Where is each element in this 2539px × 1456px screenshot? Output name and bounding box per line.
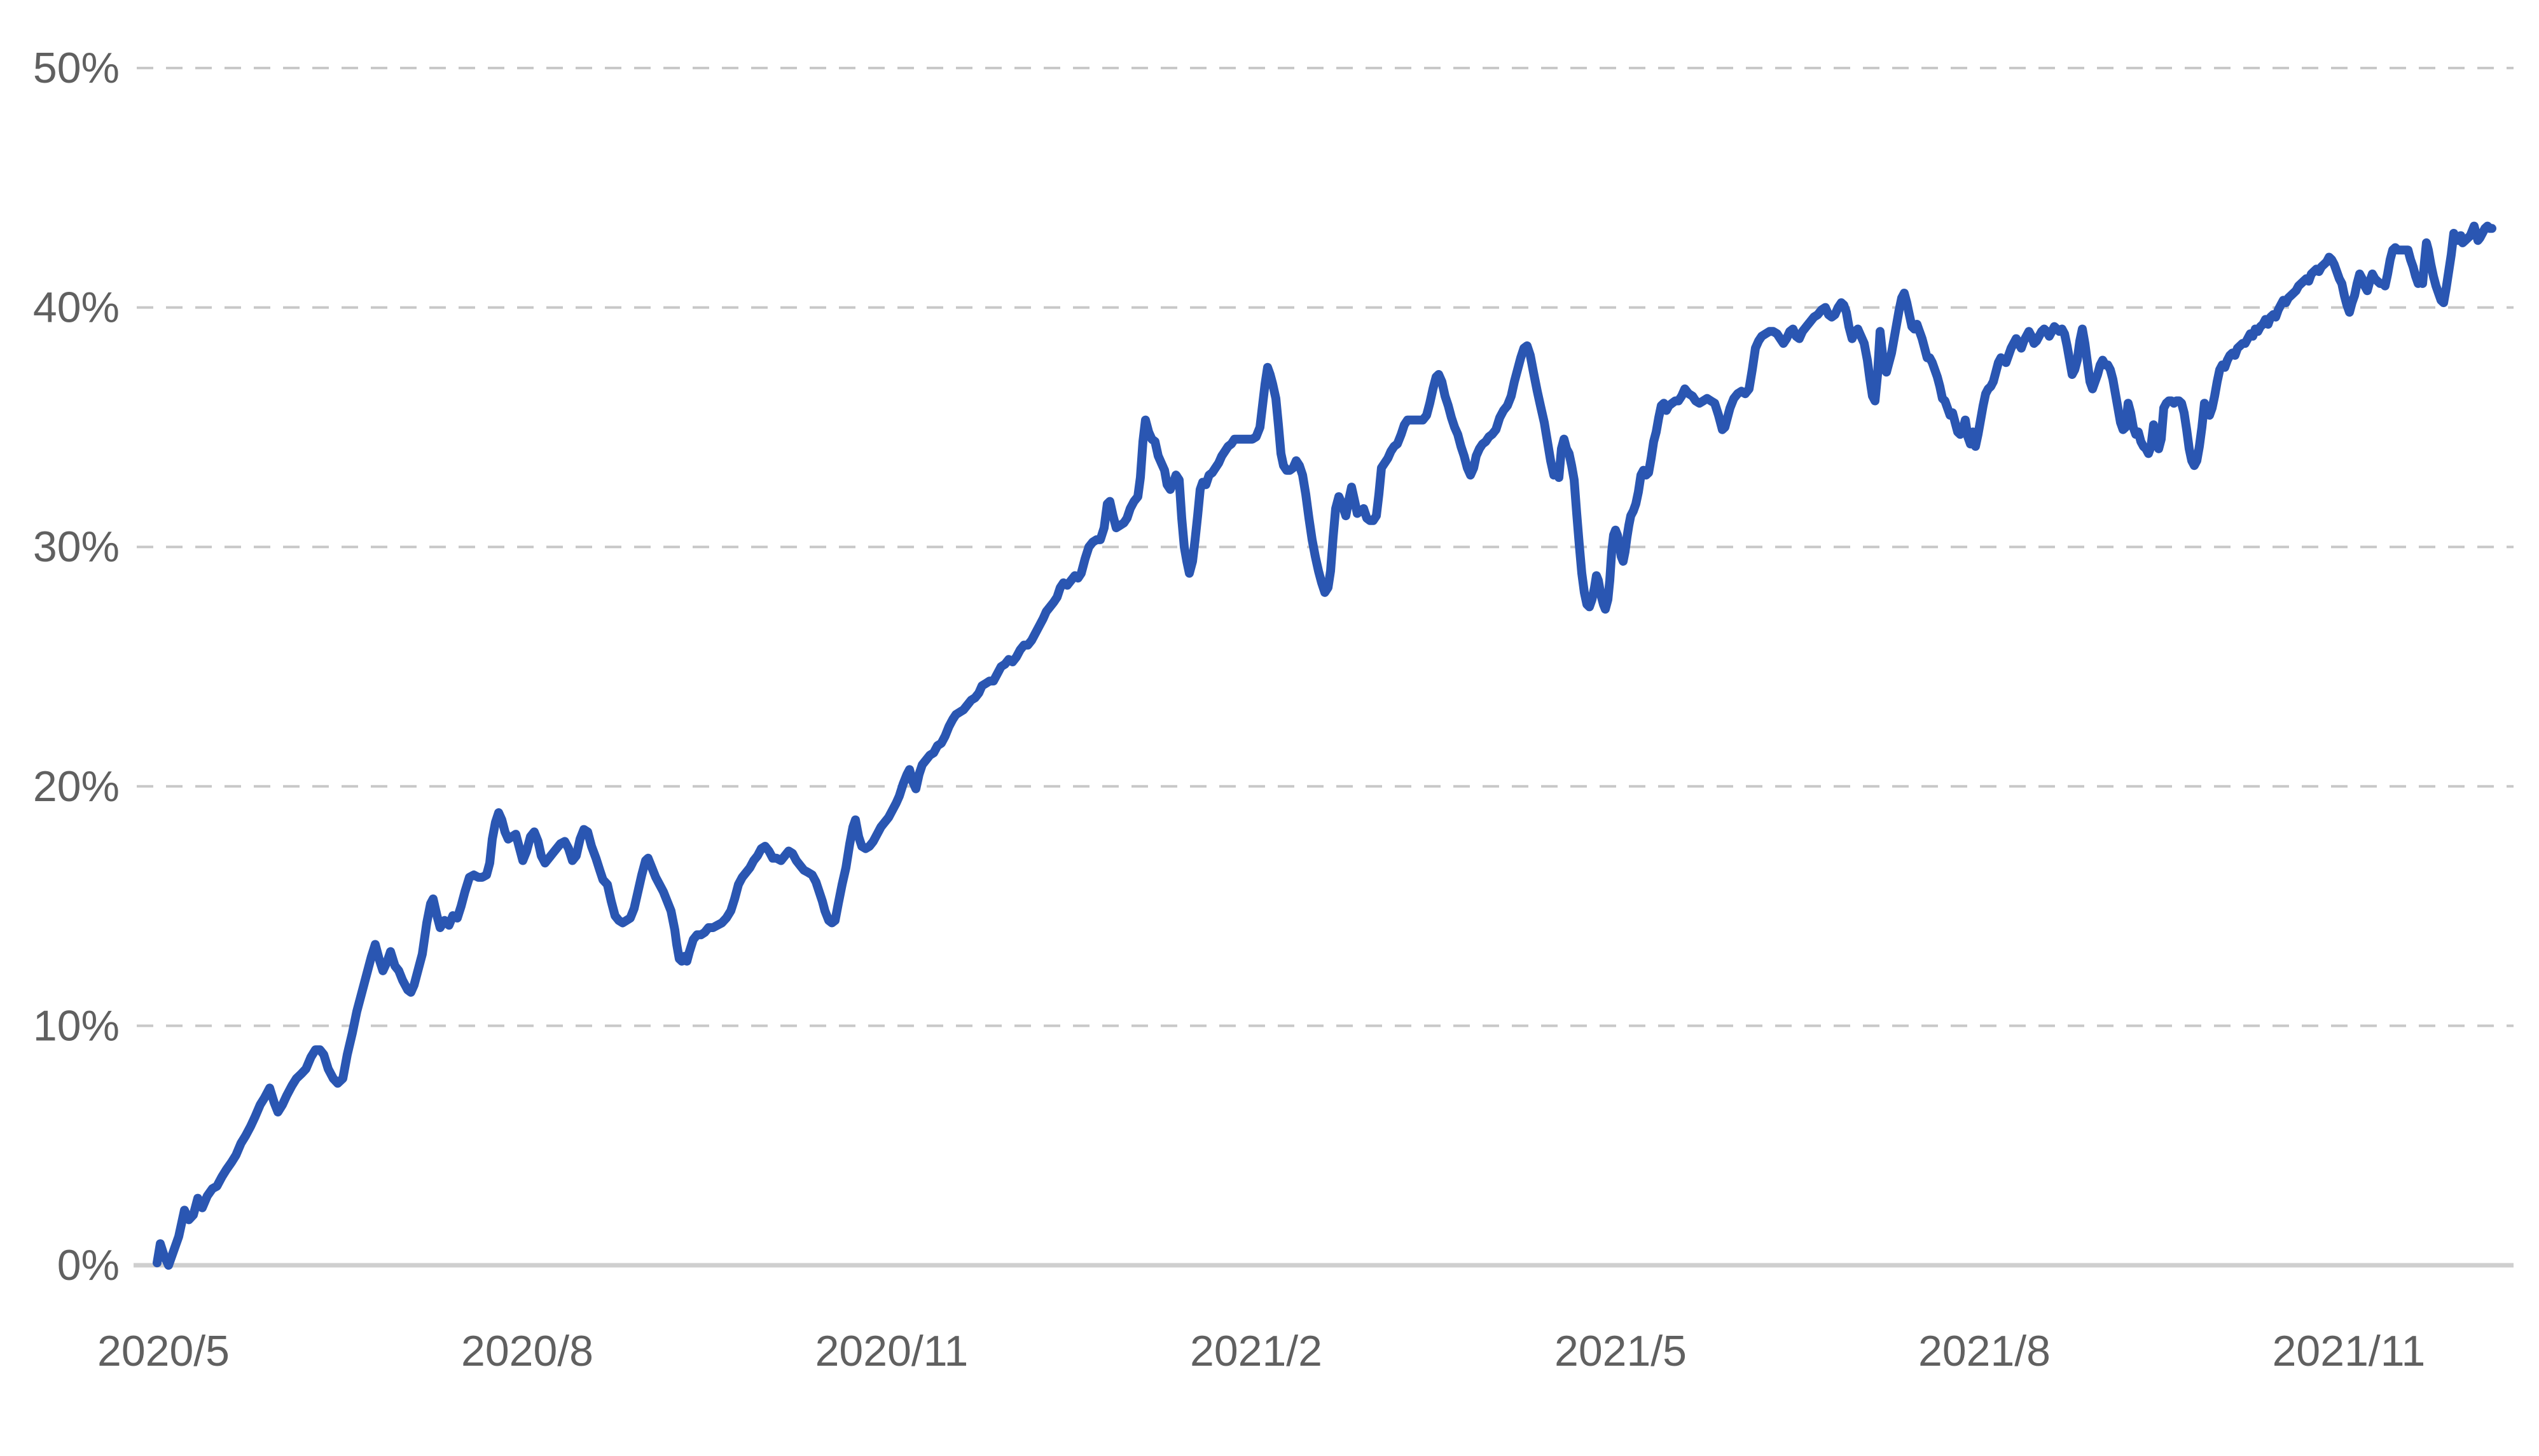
y-axis-labels: 0% 10% 20% 30% 40% 50% bbox=[33, 44, 120, 1289]
y-tick-label-40%: 40% bbox=[33, 284, 120, 332]
series-line-cumulative-return-pct bbox=[153, 221, 2496, 1270]
x-tick-label-2021/5: 2021/5 bbox=[1554, 1327, 1687, 1375]
x-tick-label-2021/8: 2021/8 bbox=[1918, 1327, 2051, 1375]
y-tick-label-0%: 0% bbox=[57, 1241, 120, 1289]
x-tick-label-2020/5: 2020/5 bbox=[97, 1327, 230, 1375]
gridlines bbox=[134, 67, 2514, 1268]
x-tick-label-2021/2: 2021/2 bbox=[1190, 1327, 1322, 1375]
y-tick-label-50%: 50% bbox=[33, 44, 120, 92]
y-tick-label-10%: 10% bbox=[33, 1001, 120, 1050]
x-tick-label-2021/11: 2021/11 bbox=[2273, 1327, 2426, 1375]
x-tick-label-2020/11: 2020/11 bbox=[815, 1327, 969, 1375]
x-tick-label-2020/8: 2020/8 bbox=[461, 1327, 593, 1375]
y-tick-label-20%: 20% bbox=[33, 762, 120, 811]
x-axis-labels: 2020/5 2020/8 2020/11 2021/2 2021/5 2021/8 202… bbox=[97, 1327, 2425, 1375]
y-tick-label-30%: 30% bbox=[33, 523, 120, 571]
